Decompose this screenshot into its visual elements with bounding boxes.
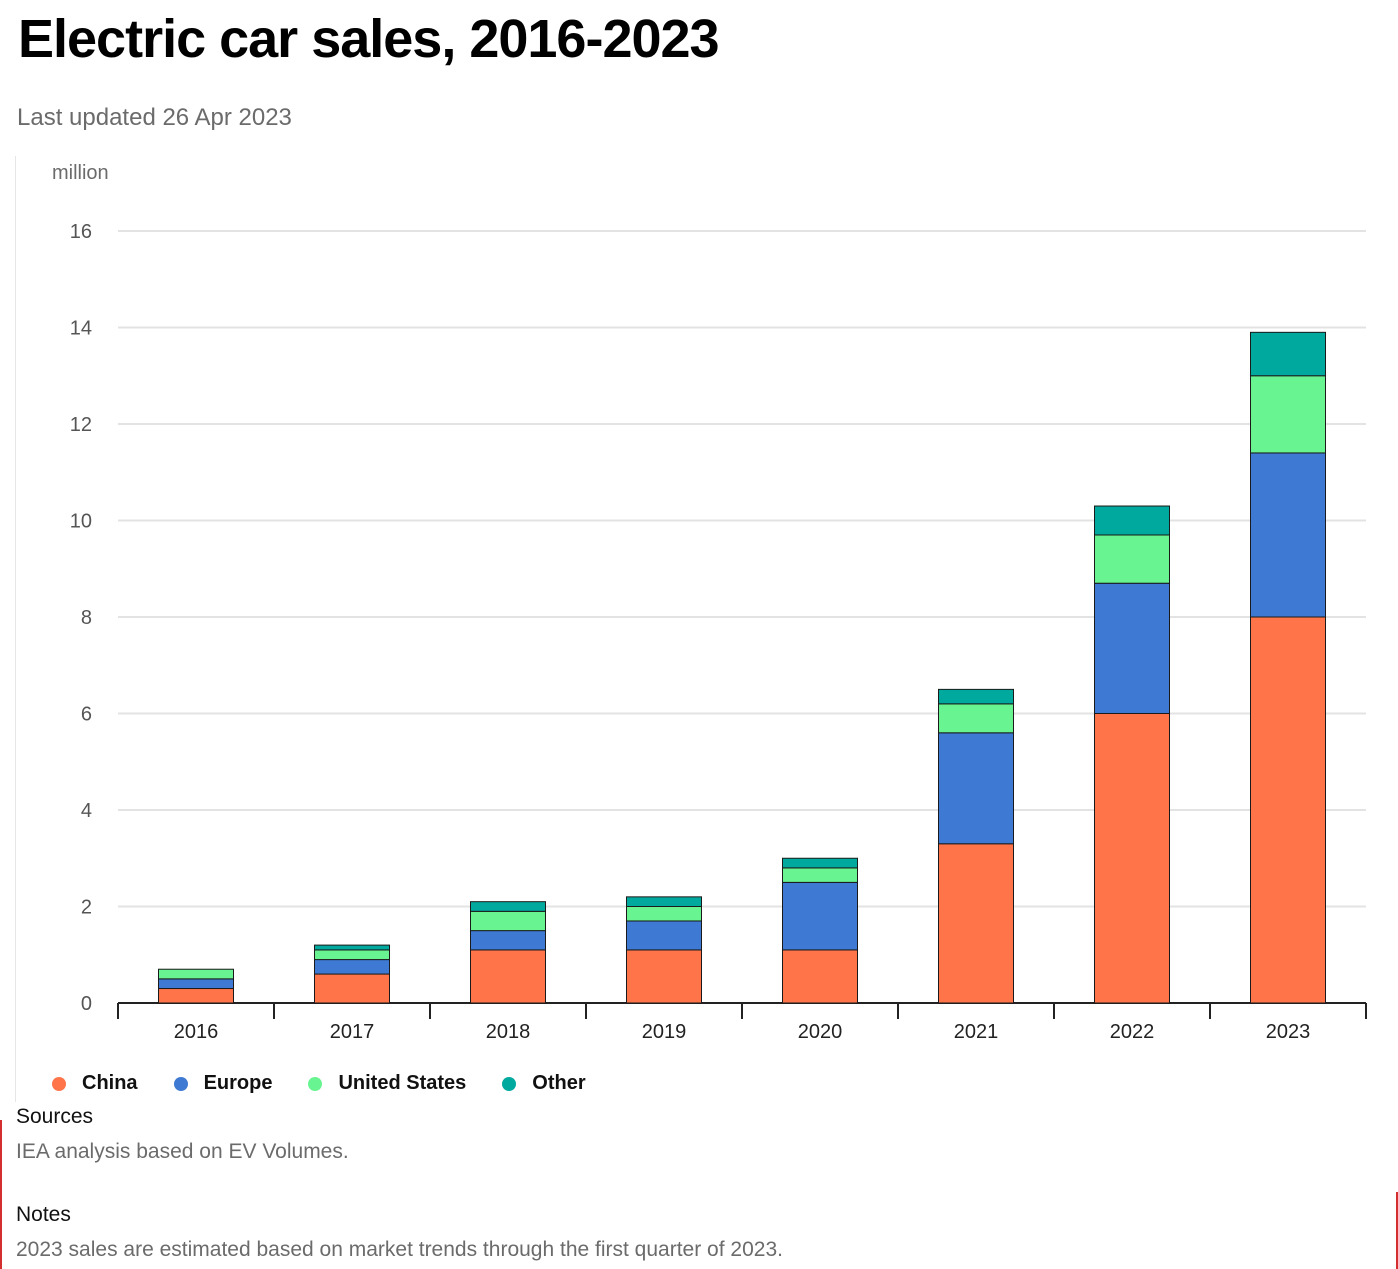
- last-updated-text: Last updated 26 Apr 2023: [17, 104, 292, 131]
- bar-segment-united-states: [938, 703, 1014, 734]
- legend-item-united-states[interactable]: United States: [308, 1072, 466, 1095]
- notes-heading: Notes: [16, 1203, 71, 1226]
- x-tick-label: 2021: [954, 1021, 999, 1043]
- bar-segment-china: [1094, 713, 1170, 1004]
- legend-swatch: [52, 1076, 66, 1091]
- legend-label: United States: [338, 1072, 467, 1094]
- bar-segment-other: [314, 944, 390, 951]
- legend-label: Other: [532, 1072, 586, 1094]
- bar-segment-europe: [314, 959, 390, 975]
- bar-segment-china: [314, 973, 390, 1004]
- bar-segment-europe: [470, 930, 546, 951]
- y-tick-label: 14: [70, 318, 92, 340]
- bar-segment-europe: [1094, 582, 1170, 714]
- bar-segment-china: [1250, 616, 1326, 1004]
- bar-segment-europe: [938, 732, 1014, 845]
- bar-segment-china: [782, 949, 858, 1004]
- legend-swatch: [173, 1076, 188, 1091]
- x-tick-label: 2019: [642, 1021, 687, 1043]
- notes-text: 2023 sales are estimated based on market…: [16, 1238, 783, 1261]
- legend-item-europe[interactable]: Europe: [173, 1072, 273, 1095]
- chart-legend: China Europe United States Other: [52, 1072, 622, 1095]
- y-axis-unit-label: million: [52, 162, 109, 184]
- legend-item-other[interactable]: Other: [502, 1072, 586, 1095]
- y-tick-label: 12: [70, 414, 92, 436]
- x-tick-label: 2016: [174, 1021, 219, 1043]
- x-tick-label: 2022: [1110, 1021, 1155, 1043]
- bar-segment-united-states: [626, 906, 702, 922]
- bar-segment-united-states: [314, 949, 390, 961]
- bar-segment-united-states: [158, 968, 234, 980]
- bar-segment-other: [626, 896, 702, 907]
- y-tick-label: 16: [70, 221, 92, 243]
- accent-edge-left: [0, 1120, 2, 1269]
- bar-segment-europe: [1250, 452, 1326, 618]
- bar-segment-china: [938, 843, 1014, 1004]
- bar-segment-other: [1250, 331, 1326, 377]
- legend-item-china[interactable]: China: [52, 1072, 138, 1095]
- x-tick-label: 2017: [330, 1021, 375, 1043]
- legend-swatch: [308, 1076, 323, 1091]
- bar-segment-other: [938, 688, 1014, 705]
- bar-segment-other: [1094, 505, 1170, 536]
- bar-segment-china: [470, 949, 546, 1004]
- y-tick-label: 0: [81, 993, 92, 1015]
- legend-swatch: [502, 1076, 517, 1091]
- sources-text: IEA analysis based on EV Volumes.: [16, 1140, 349, 1163]
- bar-segment-europe: [782, 881, 858, 951]
- bar-segment-europe: [626, 920, 702, 951]
- bar-segment-united-states: [470, 910, 546, 932]
- bar-segment-china: [158, 988, 234, 1004]
- bar-segment-united-states: [1250, 375, 1326, 454]
- chart-area: million 0 2 4 6 8 10 12 14 16 2016 2017 2018 2019 2020…: [15, 156, 1396, 1102]
- stacked-bar-chart: million 0 2 4 6 8 10 12 14 16 2016 2017 2018 2019 2020…: [52, 162, 1367, 1043]
- y-tick-label: 6: [81, 704, 92, 726]
- bar-segment-china: [626, 949, 702, 1004]
- y-tick-label: 8: [81, 607, 92, 629]
- accent-edge-right: [1396, 1192, 1398, 1269]
- bar-segment-europe: [158, 978, 234, 990]
- legend-label: China: [82, 1072, 138, 1094]
- y-tick-label: 10: [70, 511, 92, 533]
- legend-label: Europe: [203, 1072, 273, 1094]
- y-tick-label: 4: [81, 800, 92, 822]
- sources-heading: Sources: [16, 1105, 94, 1128]
- y-tick-label: 2: [81, 897, 92, 919]
- chart-title: Electric car sales, 2016-2023: [18, 9, 720, 69]
- x-tick-label: 2023: [1266, 1021, 1311, 1043]
- x-tick-label: 2018: [486, 1021, 531, 1043]
- x-tick-label: 2020: [798, 1021, 843, 1043]
- bar-segment-other: [782, 857, 858, 869]
- bar-segment-other: [470, 901, 546, 912]
- bar-segment-united-states: [1094, 534, 1170, 584]
- bar-segment-united-states: [782, 867, 858, 883]
